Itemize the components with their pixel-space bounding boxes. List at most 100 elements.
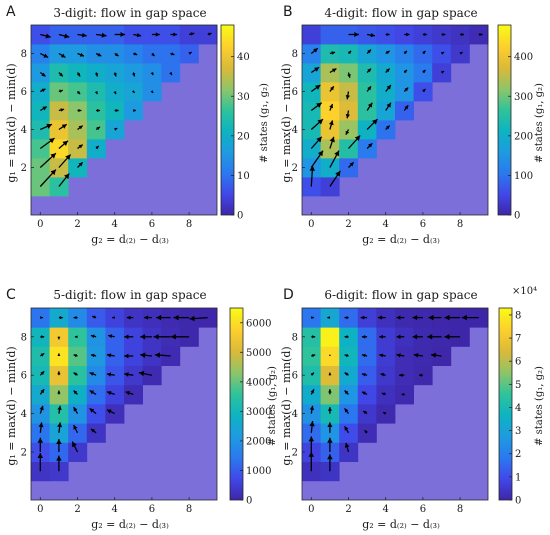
colorbar-tick-label: 200: [514, 131, 533, 142]
flow-arrow: [90, 334, 97, 339]
flow-arrow: [124, 334, 134, 340]
flow-arrow: [114, 52, 119, 57]
colorbar-tick-label: 10: [237, 171, 250, 182]
y-axis-label-c: g₁ = max(d) − min(d): [5, 346, 18, 465]
flow-arrow: [151, 52, 155, 57]
flow-arrow: [77, 108, 82, 113]
flow-arrow: [379, 334, 386, 339]
x-tick-label: 0: [308, 504, 314, 515]
flow-arrow: [344, 425, 350, 434]
flow-arrow: [95, 145, 100, 150]
heatmap-cell: [302, 139, 321, 159]
flow-arrow: [170, 334, 190, 340]
flow-arrow: [311, 335, 316, 339]
flow-arrow: [58, 52, 66, 58]
flow-arrow: [58, 173, 70, 187]
heatmap-cell: [413, 346, 433, 366]
heatmap-cell: [395, 308, 414, 328]
colorbar-tick-label: 20: [237, 131, 250, 142]
flow-arrow: [422, 32, 427, 37]
colorbar-tick-label: 2: [515, 449, 521, 460]
flow-arrow: [403, 87, 409, 92]
flow-arrow: [459, 51, 463, 55]
heatmap-cell: [357, 82, 377, 102]
y-axis-label-d: g₁ = max(d) − min(d): [280, 346, 293, 465]
flow-arrow: [328, 389, 332, 395]
heatmap-cell: [357, 327, 377, 347]
flow-arrow: [444, 314, 461, 321]
flow-arrow: [478, 32, 483, 37]
y-tick-label: 4: [292, 125, 298, 136]
heatmap-cell: [432, 346, 452, 366]
flow-arrow: [57, 353, 61, 357]
flow-arrow: [150, 71, 154, 76]
flow-arrow: [77, 161, 84, 168]
flow-arrow: [94, 90, 98, 95]
x-axis-label-b: g₂ = d₍₂₎ − d₍₃₎: [362, 233, 440, 246]
heatmap-cell: [339, 404, 359, 424]
flow-arrow: [132, 72, 136, 77]
flow-arrow: [344, 354, 349, 358]
flow-arrow: [377, 315, 386, 320]
y-tick-label: 8: [292, 332, 298, 343]
flow-arrow: [96, 108, 100, 113]
heatmap-cell: [86, 384, 106, 405]
axes-box: [30, 307, 218, 501]
colorbar-tick-label: 0: [246, 496, 252, 507]
heatmap-cell: [86, 308, 106, 328]
heatmap-cell: [339, 365, 359, 386]
y-axis-label-a: g₁ = max(d) − min(d): [5, 63, 18, 182]
heatmap-cell: [339, 327, 359, 347]
heatmap-cell: [320, 158, 340, 178]
flow-arrow: [106, 390, 115, 396]
flow-arrow: [348, 31, 359, 38]
colorbar-tick-label: 400: [514, 52, 533, 63]
panel-title-c: 5-digit: flow in gap space: [53, 288, 206, 302]
flow-arrow: [441, 32, 446, 37]
x-tick-label: 4: [112, 504, 118, 515]
heatmap-cell: [395, 365, 414, 386]
flow-arrow: [422, 88, 426, 93]
flow-arrow: [366, 32, 376, 38]
flow-arrow: [56, 439, 62, 452]
heatmap-cell: [31, 461, 50, 482]
axes-box: [30, 24, 218, 216]
heatmap-cell: [142, 346, 162, 366]
heatmap-cell: [161, 327, 181, 347]
heatmap-cell: [320, 461, 340, 482]
x-tick-label: 8: [186, 504, 192, 515]
x-tick-label: 2: [74, 219, 80, 230]
flow-arrow: [308, 451, 315, 472]
heatmap-cell: [320, 82, 340, 102]
heatmap-cell: [320, 177, 340, 197]
heatmap-cell: [49, 442, 69, 462]
heatmap-cell: [376, 308, 396, 328]
flow-arrow: [58, 123, 68, 131]
flow-arrow: [344, 335, 349, 339]
heatmap-cell: [105, 308, 125, 328]
heatmap-cell: [105, 404, 125, 424]
heatmap-cell: [105, 365, 125, 386]
flow-arrow: [385, 50, 390, 55]
heatmap-cell: [357, 365, 377, 386]
flow-arrow: [327, 422, 333, 433]
flow-arrow: [380, 372, 386, 377]
flow-arrow: [396, 315, 405, 320]
heatmap-cell: [320, 327, 340, 347]
heatmap-cell: [68, 308, 88, 328]
flow-arrow: [385, 84, 392, 92]
flow-arrow: [58, 72, 64, 77]
flow-arrow: [428, 314, 442, 321]
colorbar-tick-label: 6000: [246, 318, 271, 329]
heatmap-cell: [357, 63, 377, 83]
heatmap-cell: [339, 423, 359, 443]
flow-arrow: [310, 118, 324, 130]
flow-arrow: [328, 120, 334, 130]
colorbar-tick-label: 2000: [246, 436, 271, 447]
flow-arrow: [73, 315, 78, 320]
flow-arrow: [95, 52, 102, 57]
flow-arrow: [329, 150, 340, 168]
flow-arrow: [329, 103, 334, 111]
flow-arrow: [77, 52, 85, 57]
flow-arrow: [419, 373, 423, 377]
